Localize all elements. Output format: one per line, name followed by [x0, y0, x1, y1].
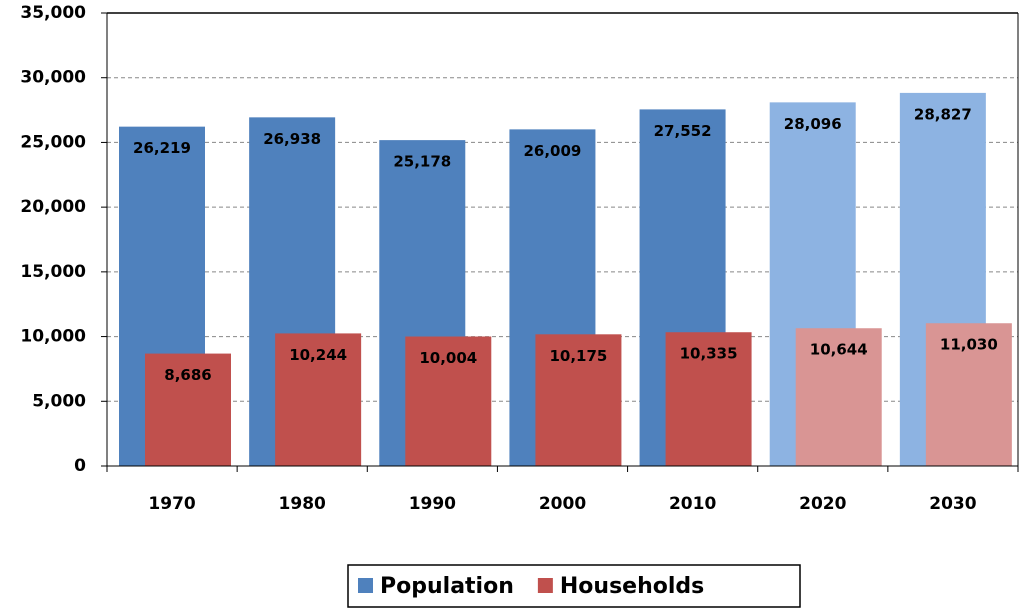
value-label: 8,686 — [164, 366, 211, 384]
bar — [405, 336, 492, 466]
bar — [795, 328, 882, 466]
y-tick-label: 30,000 — [20, 68, 86, 88]
y-tick-label: 35,000 — [20, 3, 86, 23]
value-label: 10,644 — [810, 341, 868, 359]
value-label: 10,244 — [289, 346, 347, 364]
x-tick-label: 2020 — [799, 494, 846, 514]
legend-box — [347, 564, 801, 608]
legend-label: Households — [560, 574, 704, 599]
value-label: 26,938 — [263, 130, 321, 148]
value-label: 26,009 — [523, 142, 581, 160]
x-tick-label: 2030 — [929, 494, 976, 514]
x-tick-label: 1990 — [409, 494, 456, 514]
value-label: 28,827 — [914, 105, 972, 123]
x-tick-label: 1970 — [148, 494, 195, 514]
bar — [145, 353, 231, 466]
bar — [925, 323, 1012, 466]
value-label: 28,096 — [784, 115, 842, 133]
y-tick-label: 15,000 — [20, 262, 86, 282]
bar — [535, 334, 622, 466]
y-tick-label: 25,000 — [20, 132, 86, 152]
y-tick-label: 20,000 — [20, 197, 86, 217]
value-label: 10,004 — [419, 349, 477, 367]
value-label: 11,030 — [940, 336, 998, 354]
y-tick-label: 10,000 — [20, 327, 86, 347]
value-label: 27,552 — [654, 122, 712, 140]
bar — [275, 333, 362, 466]
value-label: 25,178 — [393, 153, 451, 171]
y-tick-label: 0 — [74, 456, 86, 476]
legend-label: Population — [380, 574, 514, 599]
value-label: 26,219 — [133, 139, 191, 157]
y-tick-label: 5,000 — [32, 391, 86, 411]
x-tick-label: 2000 — [539, 494, 586, 514]
bar — [665, 332, 752, 466]
value-label: 10,335 — [680, 345, 738, 363]
legend-swatch — [358, 578, 373, 593]
x-tick-label: 1980 — [279, 494, 326, 514]
legend-swatch — [537, 578, 553, 593]
value-label: 10,175 — [549, 347, 607, 365]
x-tick-label: 2010 — [669, 494, 716, 514]
